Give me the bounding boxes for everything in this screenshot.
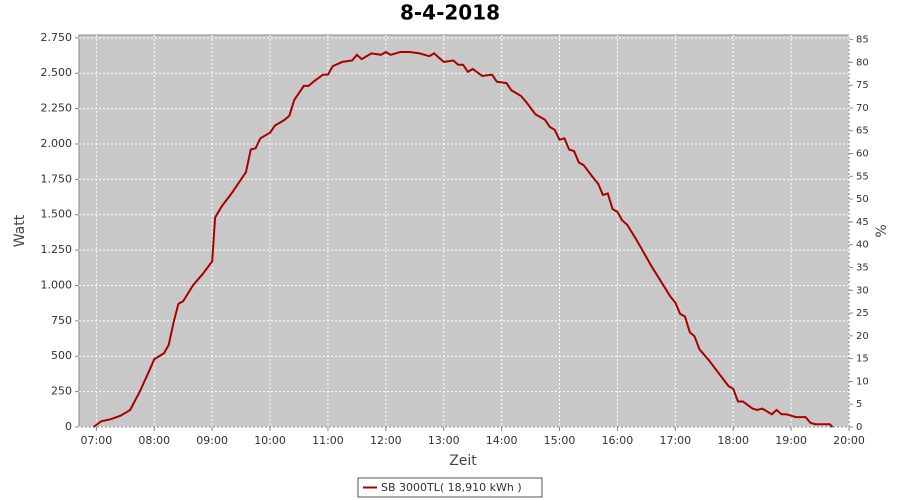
x-tick-label: 11:00	[312, 434, 344, 447]
y-tick-label: 750	[51, 314, 72, 327]
y2-tick-label: 45	[856, 217, 869, 228]
y2-tick-label: 70	[856, 103, 869, 114]
y-tick-label: 2.750	[41, 31, 73, 44]
y-tick-label: 250	[51, 385, 72, 398]
x-tick-label: 17:00	[659, 434, 691, 447]
y2-tick-label: 55	[856, 171, 869, 182]
y2-tick-label: 15	[856, 354, 869, 365]
x-tick-label: 20:00	[833, 434, 865, 447]
y2-tick-label: 30	[856, 285, 869, 296]
y2-tick-label: 0	[856, 422, 862, 433]
y2-tick-label: 10	[856, 376, 869, 387]
y-tick-label: 2.250	[41, 102, 73, 115]
y-axis-label: Watt	[12, 214, 28, 247]
plot-area	[78, 34, 850, 428]
x-tick-label: 19:00	[775, 434, 807, 447]
y2-tick-label: 80	[856, 57, 869, 68]
y2-tick-label: 75	[856, 80, 869, 91]
y2-tick-label: 25	[856, 308, 869, 319]
line	[92, 50, 834, 428]
y2-tick-label: 20	[856, 331, 869, 342]
x-tick-label: 18:00	[717, 434, 749, 447]
y-tick-label: 1.250	[41, 243, 73, 256]
y2-axis-label: %	[874, 224, 890, 237]
y2-tick-label: 5	[856, 399, 862, 410]
y-tick-label: 1.750	[41, 172, 73, 185]
x-tick-label: 09:00	[196, 434, 228, 447]
x-tick-label: 13:00	[428, 434, 460, 447]
y-tick-label: 1.500	[41, 208, 73, 221]
x-tick-label: 07:00	[81, 434, 113, 447]
y-tick-label: 0	[65, 420, 72, 433]
x-tick-label: 15:00	[544, 434, 576, 447]
legend-box	[357, 477, 543, 498]
y2-tick-label: 85	[856, 35, 869, 46]
y2-tick-label: 40	[856, 240, 869, 251]
y-tick-label: 2.500	[41, 66, 73, 79]
y2-tick-label: 60	[856, 149, 869, 160]
chart-title: 8-4-2018	[400, 1, 500, 25]
legend-label: SB 3000TL( 18,910 kWh )	[381, 481, 522, 494]
x-tick-label: 14:00	[486, 434, 518, 447]
x-tick-label: 16:00	[602, 434, 634, 447]
y-tick-label: 500	[51, 349, 72, 362]
y2-tick-label: 35	[856, 262, 869, 273]
y-tick-label: 1.000	[41, 278, 73, 291]
y2-tick-label: 50	[856, 194, 869, 205]
x-tick-label: 08:00	[138, 434, 170, 447]
y2-tick-label: 65	[856, 126, 869, 137]
x-tick-label: 12:00	[370, 434, 402, 447]
y-tick-label: 2.000	[41, 137, 73, 150]
x-axis-label: Zeit	[449, 453, 477, 469]
x-tick-label: 10:00	[254, 434, 286, 447]
